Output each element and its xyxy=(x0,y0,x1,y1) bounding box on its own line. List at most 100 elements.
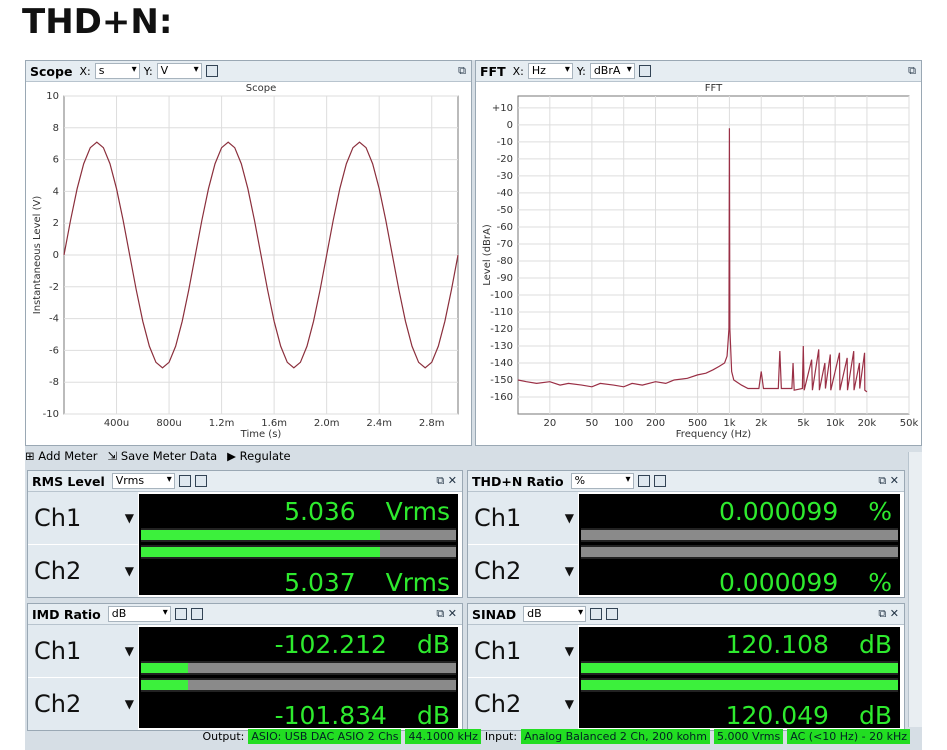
y-tick-label: -10 xyxy=(43,409,59,420)
meter-reading: -102.212 dB xyxy=(275,630,450,659)
x-tick-label: 800u xyxy=(156,418,181,429)
meter-title: THD+N Ratio xyxy=(472,473,564,489)
settings-icon[interactable] xyxy=(637,475,650,487)
page-title: THD+N: xyxy=(22,2,173,42)
channel-dropdown[interactable]: ▼ xyxy=(124,511,134,525)
settings-icon[interactable] xyxy=(178,475,191,487)
meter-unit: dB xyxy=(416,701,450,730)
channel-dropdown[interactable]: ▼ xyxy=(564,644,574,658)
close-icon[interactable]: ⧉ ✕ xyxy=(878,607,899,620)
status-value: AC (<10 Hz) - 20 kHz xyxy=(787,728,910,744)
meter-header: IMD Ratio dB ⧉ ✕ xyxy=(28,604,462,625)
unit-select[interactable]: % xyxy=(570,473,634,489)
settings-icon[interactable] xyxy=(606,608,619,620)
toolbar-button-label: Regulate xyxy=(239,449,291,463)
close-icon[interactable]: ⧉ ✕ xyxy=(436,474,457,487)
meter-unit: dB xyxy=(416,630,450,659)
plot-area xyxy=(517,95,910,415)
toolbar-button[interactable]: ⇲ Save Meter Data xyxy=(107,449,218,463)
level-bar-fill xyxy=(141,530,381,540)
scrollbar xyxy=(908,452,922,727)
x-unit-select[interactable]: Hz xyxy=(527,63,573,79)
meter-value: 120.108 xyxy=(725,630,829,659)
settings-icon[interactable] xyxy=(653,475,666,487)
channel-label: Ch1 ▼ xyxy=(28,625,138,677)
channel-name: Ch1 xyxy=(34,504,82,532)
y-label: Y: xyxy=(576,64,586,78)
settings-icon[interactable] xyxy=(190,608,203,620)
meter-panel: THD+N Ratio%⧉ ✕0.000099%0.000099%Ch1▼Ch2… xyxy=(467,470,905,598)
y-tick-label: -90 xyxy=(497,273,513,284)
settings-icon[interactable] xyxy=(590,608,603,620)
channel-name: Ch1 xyxy=(474,504,522,532)
meter-display: -102.212 dB -101.834 dB xyxy=(139,627,458,730)
channel-dropdown[interactable]: ▼ xyxy=(124,697,134,711)
channel-dropdown[interactable]: ▼ xyxy=(564,511,574,525)
level-bar xyxy=(141,661,456,675)
settings-icon[interactable] xyxy=(638,65,651,77)
meter-reading: 5.037 Vrms xyxy=(284,568,450,597)
x-tick-label: 20 xyxy=(543,418,556,429)
y-unit-select[interactable]: V xyxy=(156,63,202,79)
level-bar xyxy=(141,545,456,559)
level-bar-fill xyxy=(141,663,189,673)
close-icon[interactable]: ⧉ ✕ xyxy=(878,474,899,487)
level-bar xyxy=(141,528,456,542)
channel-name: Ch2 xyxy=(474,557,522,585)
status-label: Input: xyxy=(484,729,518,743)
channel-dropdown[interactable]: ▼ xyxy=(124,564,134,578)
chart-panel: Scope X:sY:V ⧉ Scope -10 -8 -6 -4 -2 0 2 4 6 8 10 400u 8… xyxy=(25,60,472,446)
y-tick-label: -100 xyxy=(490,290,513,301)
toolbar-button[interactable]: ⊞ Add Meter xyxy=(25,449,98,463)
close-icon[interactable]: ⧉ ✕ xyxy=(436,607,457,620)
x-tick-label: 500 xyxy=(688,418,707,429)
x-axis-label: Time (s) xyxy=(240,429,282,440)
y-unit-select[interactable]: dBrA xyxy=(589,63,635,79)
level-bar-fill xyxy=(141,680,189,690)
toolbar-button[interactable]: ▶ Regulate xyxy=(227,449,291,463)
y-tick-label: -4 xyxy=(49,314,59,325)
x-tick-label: 20k xyxy=(858,418,877,429)
meter-reading: 5.036 Vrms xyxy=(284,497,450,526)
channel-dropdown[interactable]: ▼ xyxy=(124,644,134,658)
unit-select[interactable]: Vrms xyxy=(111,473,175,489)
y-tick-label: 6 xyxy=(53,155,59,166)
settings-icon[interactable] xyxy=(194,475,207,487)
level-bar xyxy=(581,661,898,675)
channel-name: Ch1 xyxy=(474,637,522,665)
channel-dropdown[interactable]: ▼ xyxy=(564,564,574,578)
level-bar xyxy=(581,678,898,692)
chart-panel: FFT X:HzY:dBrA ⧉ FFT +10 0 -10 -20 -30 -40 -50 -60 -… xyxy=(475,60,922,446)
meter-toolbar: ⊞ Add Meter ⇲ Save Meter Data ▶ Regulate xyxy=(25,449,291,463)
popout-icon[interactable]: ⧉ xyxy=(908,64,916,77)
x-tick-label: 50 xyxy=(586,418,599,429)
unit-select[interactable]: dB xyxy=(523,606,587,622)
meter-header: RMS Level Vrms ⧉ ✕ xyxy=(28,471,462,492)
y-tick-label: -120 xyxy=(490,324,513,335)
x-label: X: xyxy=(512,64,524,78)
meter-header: SINAD dB ⧉ ✕ xyxy=(468,604,904,625)
panel-header: Scope X:sY:V ⧉ xyxy=(26,61,471,82)
channel-name: Ch1 xyxy=(34,637,82,665)
unit-select[interactable]: dB xyxy=(107,606,171,622)
y-axis-label: Level (dBrA) xyxy=(482,224,493,286)
data-line xyxy=(63,141,459,369)
y-tick-label: -2 xyxy=(49,282,59,293)
popout-icon[interactable]: ⧉ xyxy=(458,64,466,77)
meter-value: 0.000099 xyxy=(718,568,839,597)
settings-icon[interactable] xyxy=(205,65,218,77)
x-tick-label: 5k xyxy=(797,418,809,429)
status-label: Output: xyxy=(202,729,245,743)
y-tick-label: 0 xyxy=(53,250,59,261)
channel-dropdown[interactable]: ▼ xyxy=(564,697,574,711)
meter-title: IMD Ratio xyxy=(32,606,101,622)
channel-name: Ch2 xyxy=(34,690,82,718)
settings-icon[interactable] xyxy=(174,608,187,620)
x-unit-select[interactable]: s xyxy=(94,63,140,79)
status-bar: Output: ASIO: USB DAC ASIO 2 Chs 44.1000 k… xyxy=(25,727,922,745)
meter-reading: -101.834 dB xyxy=(275,701,450,730)
data-line xyxy=(517,128,868,393)
y-tick-label: -80 xyxy=(497,256,513,267)
app-window: ScopeX:sY:V⧉Scope-10-8-6-4-20246810400u8… xyxy=(25,60,922,750)
